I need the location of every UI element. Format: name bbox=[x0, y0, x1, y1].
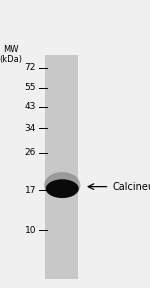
Text: CalcineurinB: CalcineurinB bbox=[112, 182, 150, 192]
Text: MW
(kDa): MW (kDa) bbox=[0, 45, 22, 64]
Text: Mouse fetal
brain: Mouse fetal brain bbox=[49, 0, 97, 4]
Text: 72: 72 bbox=[25, 63, 36, 72]
Ellipse shape bbox=[46, 179, 79, 198]
Text: 43: 43 bbox=[25, 102, 36, 111]
Text: 55: 55 bbox=[24, 83, 36, 92]
Text: 34: 34 bbox=[25, 124, 36, 133]
Bar bbox=[45, 55, 78, 279]
Text: 26: 26 bbox=[25, 148, 36, 157]
Text: 17: 17 bbox=[24, 185, 36, 195]
Text: 10: 10 bbox=[24, 226, 36, 235]
Ellipse shape bbox=[44, 172, 80, 198]
